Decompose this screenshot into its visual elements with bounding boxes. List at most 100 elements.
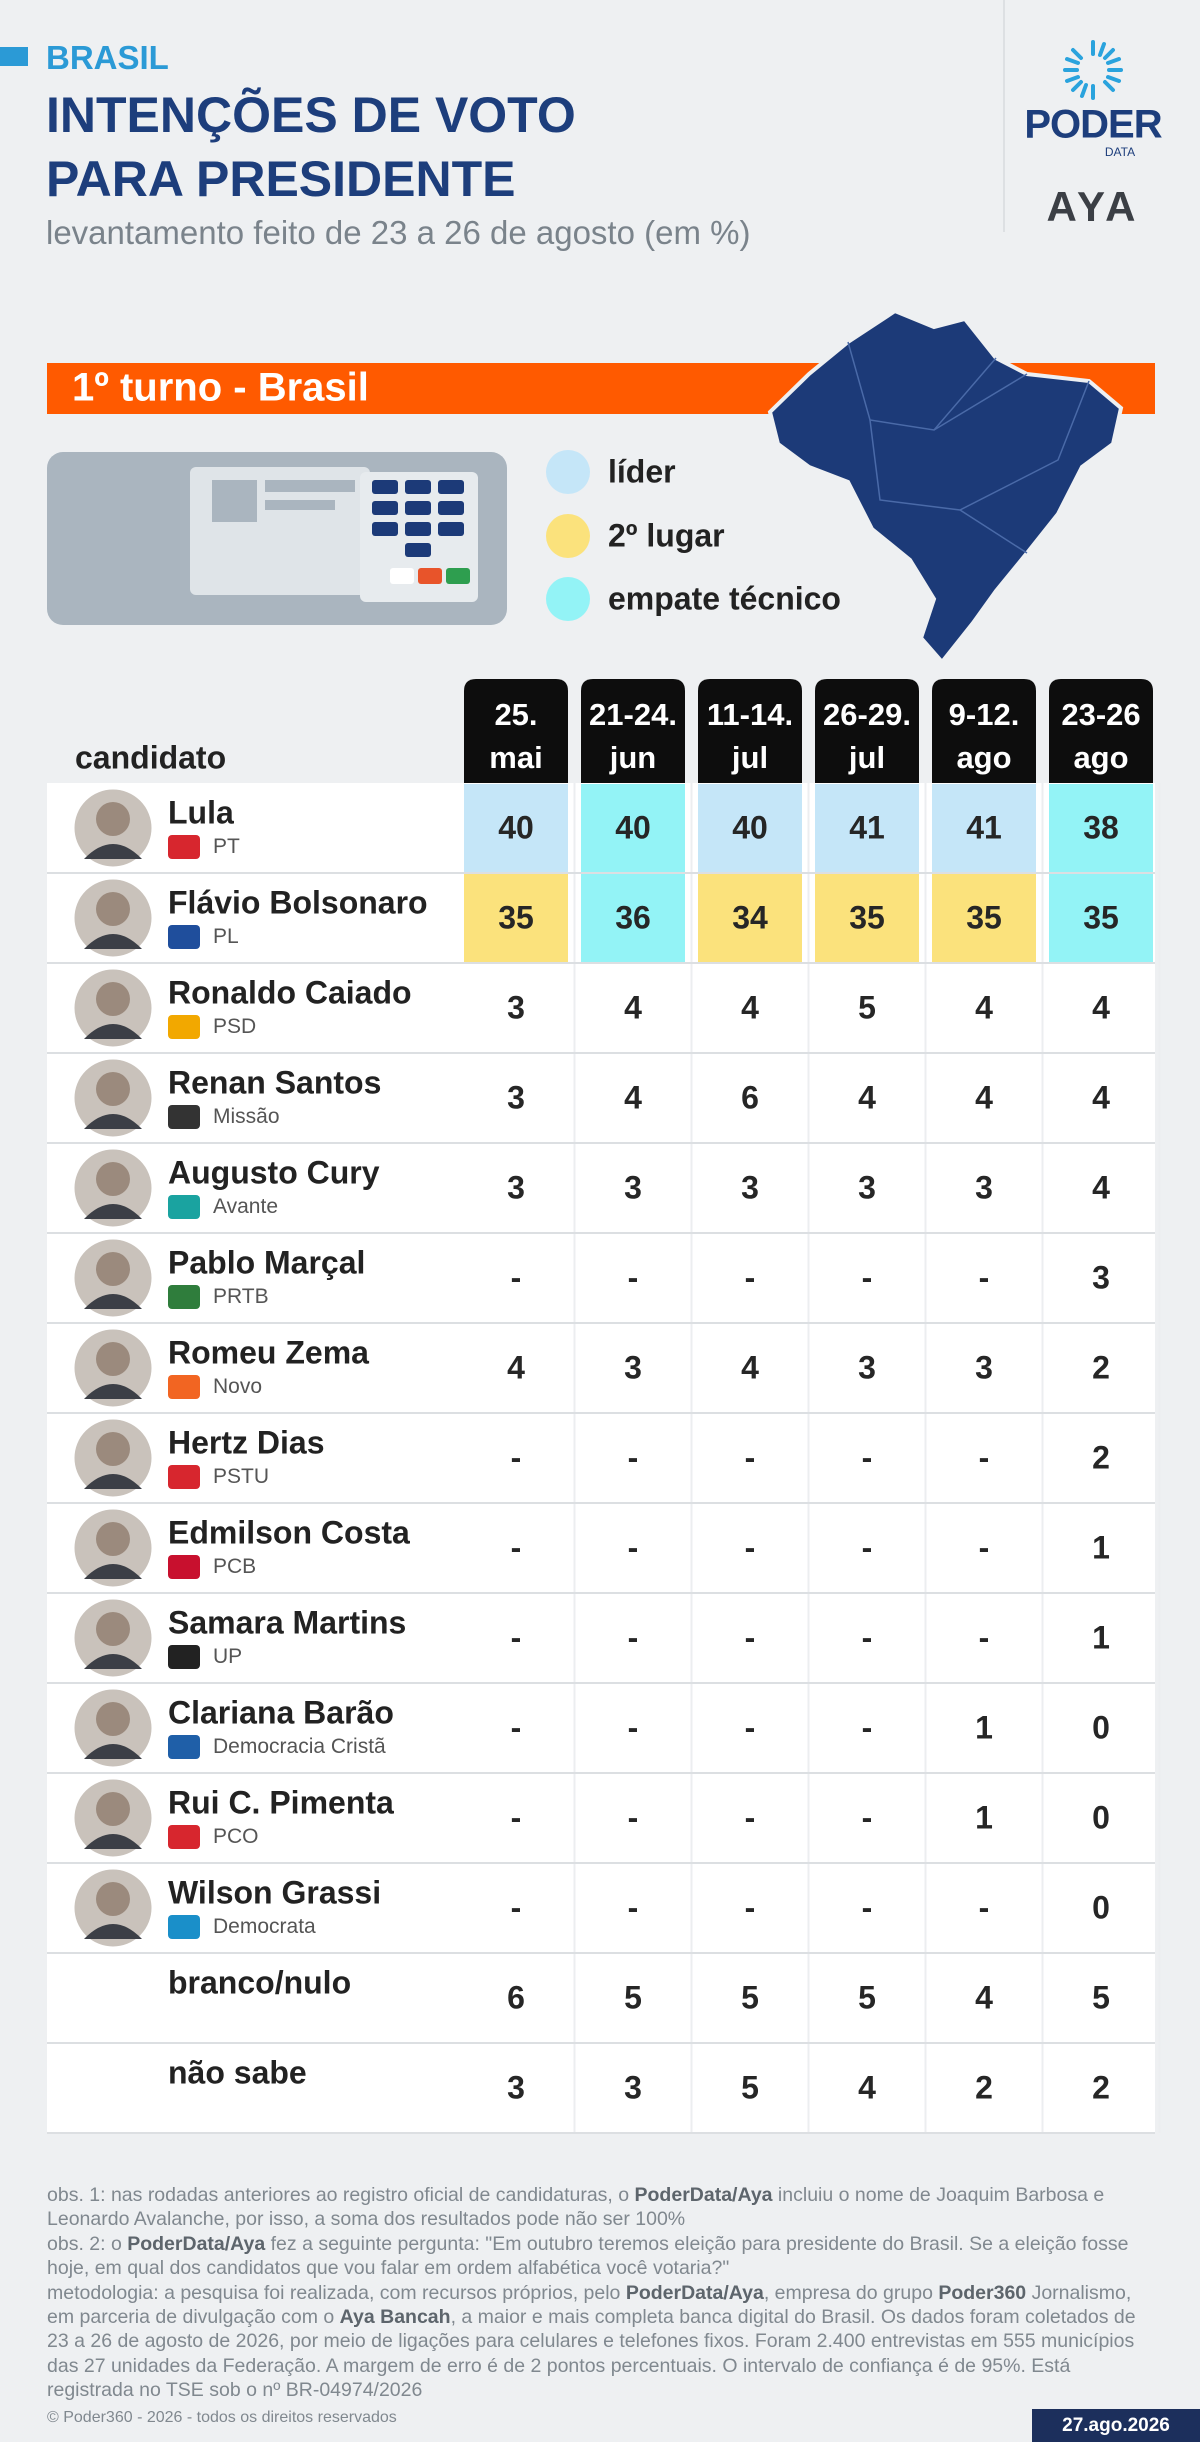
brand-name: PODER [1024,102,1162,147]
note-text: , a maior e mais completa banca digital … [47,2306,1136,2402]
party-logo [168,1555,200,1579]
column-label: ago [1073,740,1129,775]
date-box [1032,2409,1200,2442]
map-borders [847,341,1090,554]
cell-value: - [627,1439,639,1476]
candidate-photo-body [84,1204,142,1219]
cell-value: - [510,1889,522,1926]
candidate-photo-head [96,802,130,836]
candidate-photo-body [84,1564,142,1579]
column-header-box [815,679,919,783]
cell-value: 5 [858,1979,876,2016]
candidate-photo-head [96,1792,130,1826]
cell-value: - [510,1259,522,1296]
party-logo [168,1285,200,1309]
cell-value: 5 [1092,1979,1110,2016]
candidate-name: Flávio Bolsonaro [168,884,428,921]
cell-value: - [978,1619,990,1656]
cell-value: 3 [507,1169,525,1206]
title-line: PARA PRESIDENTE [46,151,516,207]
party-name: PT [213,835,240,858]
cell-value: 3 [624,2069,642,2106]
cell-value: 3 [858,1169,876,1206]
cell-value: - [510,1529,522,1566]
cell-value: 0 [1092,1889,1110,1926]
cell-value: 3 [858,1349,876,1386]
cell-value: 5 [858,989,876,1026]
party-logo [168,1825,200,1849]
legend-swatch [546,577,590,621]
party-logo [168,835,200,859]
cell-value: - [744,1529,756,1566]
cell-value: 35 [498,899,534,936]
column-header-box [1049,679,1153,783]
candidate-photo-head [96,1252,130,1286]
candidate-photo-body [84,934,142,949]
cell-highlight [698,874,802,962]
note-emphasis: PoderData/Aya [634,2184,773,2206]
cell-value: 5 [741,2069,759,2106]
cell-value: 4 [858,1079,876,1116]
candidate-photo-head [96,1882,130,1916]
candidate-photo-body [84,1744,142,1759]
column-label: jul [848,740,886,775]
cell-value: - [861,1619,873,1656]
cell-value: 35 [966,899,1002,936]
cell-highlight [464,874,568,962]
party-logo [168,1015,200,1039]
cell-value: 35 [849,899,885,936]
cell-value: - [627,1799,639,1836]
cell-value: - [510,1619,522,1656]
cell-value: - [861,1259,873,1296]
party-name: PCB [213,1555,257,1578]
candidate-photo-body [84,1384,142,1399]
column-label: mai [489,740,543,775]
candidate-name: Ronaldo Caiado [168,974,412,1011]
cell-highlight [1049,874,1153,962]
cell-value: 4 [741,989,759,1026]
cell-value: 40 [498,809,534,846]
cell-value: 6 [507,1979,525,2016]
column-label: 23-26 [1061,697,1141,732]
candidate-name: Lula [168,794,234,831]
candidate-photo-body [84,1834,142,1849]
party-name: PRTB [213,1285,269,1308]
note-text: metodologia: a pesquisa foi realizada, c… [47,2281,626,2304]
party-name: Avante [213,1195,278,1218]
legend-label: 2º lugar [608,517,725,554]
note-emphasis: Poder360 [938,2281,1027,2304]
party-logo [168,1915,200,1939]
cell-value: - [978,1259,990,1296]
cell-value: 0 [1092,1709,1110,1746]
legend-label: empate técnico [608,580,841,617]
cell-value: 3 [507,1079,525,1116]
party-logo [168,1465,200,1489]
cell-value: 1 [975,1709,993,1746]
party-name: Democrata [213,1915,316,1938]
cell-value: 38 [1083,809,1119,846]
party-logo [168,925,200,949]
column-label: 11-14. [706,697,794,732]
note-text: fez a seguinte pergunta: "Em outubro ter… [47,2232,1129,2280]
cell-value: - [978,1439,990,1476]
cell-value: 4 [1092,989,1110,1026]
candidate-name: Clariana Barão [168,1694,394,1731]
column-label: ago [956,740,1012,775]
candidate-photo-body [84,844,142,859]
legend-label: líder [608,453,676,490]
party-logo [168,1375,200,1399]
candidate-photo-head [96,1522,130,1556]
candidate-photo-head [96,1162,130,1196]
cell-value: 41 [849,809,885,846]
cell-value: 1 [975,1799,993,1836]
cell-value: 3 [975,1169,993,1206]
cell-value: 3 [1092,1259,1110,1296]
cell-value: 2 [975,2069,993,2106]
column-header-box [464,679,568,783]
candidate-photo-body [84,1024,142,1039]
candidate-photo-body [84,1924,142,1939]
column-label: jun [609,740,657,775]
note-text: Jornalismo, em parceria de divulgação co… [47,2281,1132,2329]
candidate-photo-head [96,892,130,926]
